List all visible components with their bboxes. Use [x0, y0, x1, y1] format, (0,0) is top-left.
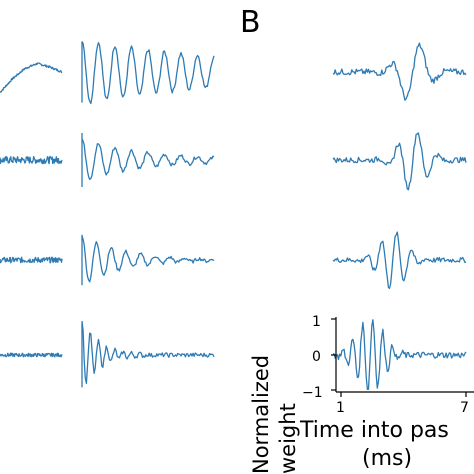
x-axis: 1 7 — [336, 391, 474, 416]
trace-a-row3-col2 — [81, 235, 215, 283]
trace-a-row4-col2 — [81, 321, 215, 385]
x-axis-unit: (ms) — [362, 446, 412, 471]
trace-a-row1-col1 — [0, 62, 63, 93]
trace-a-row2-col2 — [81, 138, 215, 181]
y-axis: 1 0 −1 — [302, 314, 337, 401]
y-tick-label: −1 — [302, 385, 323, 401]
x-tick-label: 1 — [336, 400, 345, 416]
trace-a-row3-col1 — [0, 256, 63, 264]
trace-a-row1-col2 — [81, 41, 215, 105]
trace-b-row1-col1 — [332, 42, 467, 101]
x-axis-title: Time into pas — [299, 418, 449, 443]
trace-b-row2-col1 — [332, 132, 467, 191]
trace-a-row4-col1 — [0, 352, 63, 358]
x-tick-label: 7 — [460, 400, 469, 416]
trace-b-row4-col1 — [332, 319, 467, 390]
trace-a-row2-col1 — [0, 155, 63, 165]
y-tick-label: 0 — [312, 349, 321, 365]
traces-layer — [0, 41, 467, 390]
y-tick-label: 1 — [312, 314, 321, 330]
trace-b-row3-col1 — [332, 231, 467, 290]
panel-b-label: B — [240, 5, 261, 40]
y-axis-title-line2: weight — [276, 403, 300, 474]
y-axis-title-line1: Normalized — [249, 355, 273, 474]
